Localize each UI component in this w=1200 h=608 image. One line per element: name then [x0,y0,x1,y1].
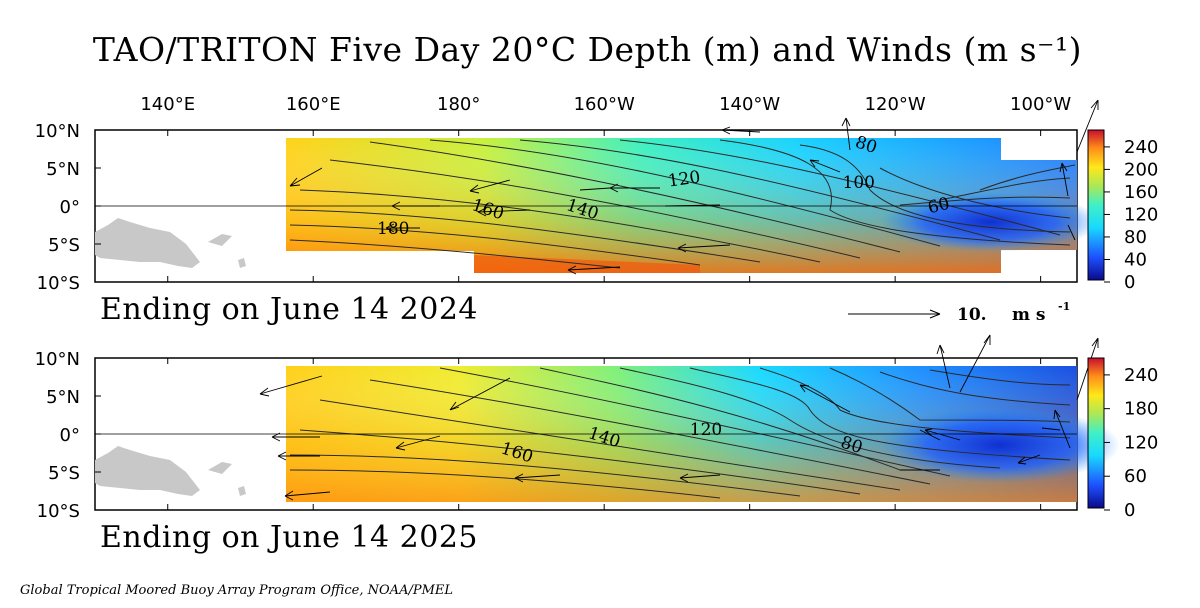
x-tick-label: 180° [437,94,480,115]
y-tick-label: 0° [60,197,80,218]
reference-vector: 10. m s -1 [848,300,1070,325]
contour-label: 180 [377,219,409,239]
colorbar-tick-label: 40 [1124,249,1147,270]
panel-1-shallow-pool [880,192,1100,252]
y-tick-label: 10°S [37,273,80,294]
colorbar-tick-label: 0 [1124,500,1135,521]
reference-value: 10. [957,305,987,325]
x-tick-label: 140°W [719,94,780,115]
colorbar-tick-label: 60 [1124,466,1147,487]
y-tick-label: 5°S [48,463,80,484]
panel-1-contours [289,139,1076,269]
panel-1-subtitle: Ending on June 14 2024 [100,292,479,327]
panel-1-new-guinea [95,218,200,268]
x-tick-label: 160°W [574,94,635,115]
contour-label: 100 [843,173,875,193]
colorbar-tick-label: 0 [1124,272,1135,293]
footer-credit: Global Tropical Moored Buoy Array Progra… [20,583,454,598]
panel-2-shallow-pool [880,407,1120,483]
y-tick-label: 5°N [46,159,80,180]
colorbar-tick-label: 160 [1124,182,1158,203]
colorbar-tick-label: 120 [1124,204,1158,225]
colorbar-tick-label: 240 [1124,137,1158,158]
y-tick-label: 0° [60,425,80,446]
contour-label: 120 [667,167,702,191]
panel-2-new-guinea [95,446,200,496]
panel-2-island [208,462,232,474]
contour-label: 120 [690,420,722,440]
colorbar-tick-label: 120 [1124,432,1158,453]
panel-1-island [208,234,232,246]
y-tick-label: 10°N [35,121,80,142]
colorbar-2-ticks: 0 60 120 180 240 [1104,365,1158,521]
panel-1-island-small [238,258,246,268]
x-tick-label: 140°E [140,94,195,115]
x-axis-ticks: 140°E 160°E 180° 160°W 140°W 120°W 100°W [140,94,1071,510]
y-tick-label: 10°S [37,501,80,522]
y-axis-ticks: 10°N 5°N 0° 5°S 10°S 10°N 5°N 0° 5°S 10°S [35,121,101,522]
reference-unit-exp: -1 [1058,300,1070,313]
panel-1-wind-vectors [289,99,1099,275]
colorbar-2: 0 60 120 180 240 [1087,357,1158,521]
colorbar-tick-label: 180 [1124,399,1158,420]
x-tick-label: 160°E [286,94,341,115]
chart-title: TAO/TRITON Five Day 20°C Depth (m) and W… [92,30,1083,69]
x-tick-label: 100°W [1010,94,1071,115]
reference-unit: m s [1012,305,1045,325]
colorbar-tick-label: 80 [1124,227,1147,248]
colorbar-1-ramp [1087,129,1105,281]
x-tick-label: 120°W [865,94,926,115]
y-tick-label: 10°N [35,349,80,370]
colorbar-tick-label: 240 [1124,365,1158,386]
y-tick-label: 5°S [48,235,80,256]
colorbar-tick-label: 200 [1124,159,1158,180]
colorbar-2-ramp [1087,357,1105,509]
panel-2-subtitle: Ending on June 14 2025 [100,520,479,555]
panel-2-wind-vectors [259,334,1099,501]
reference-arrow [848,309,941,319]
panel-2-island-small [238,486,246,496]
y-tick-label: 5°N [46,387,80,408]
